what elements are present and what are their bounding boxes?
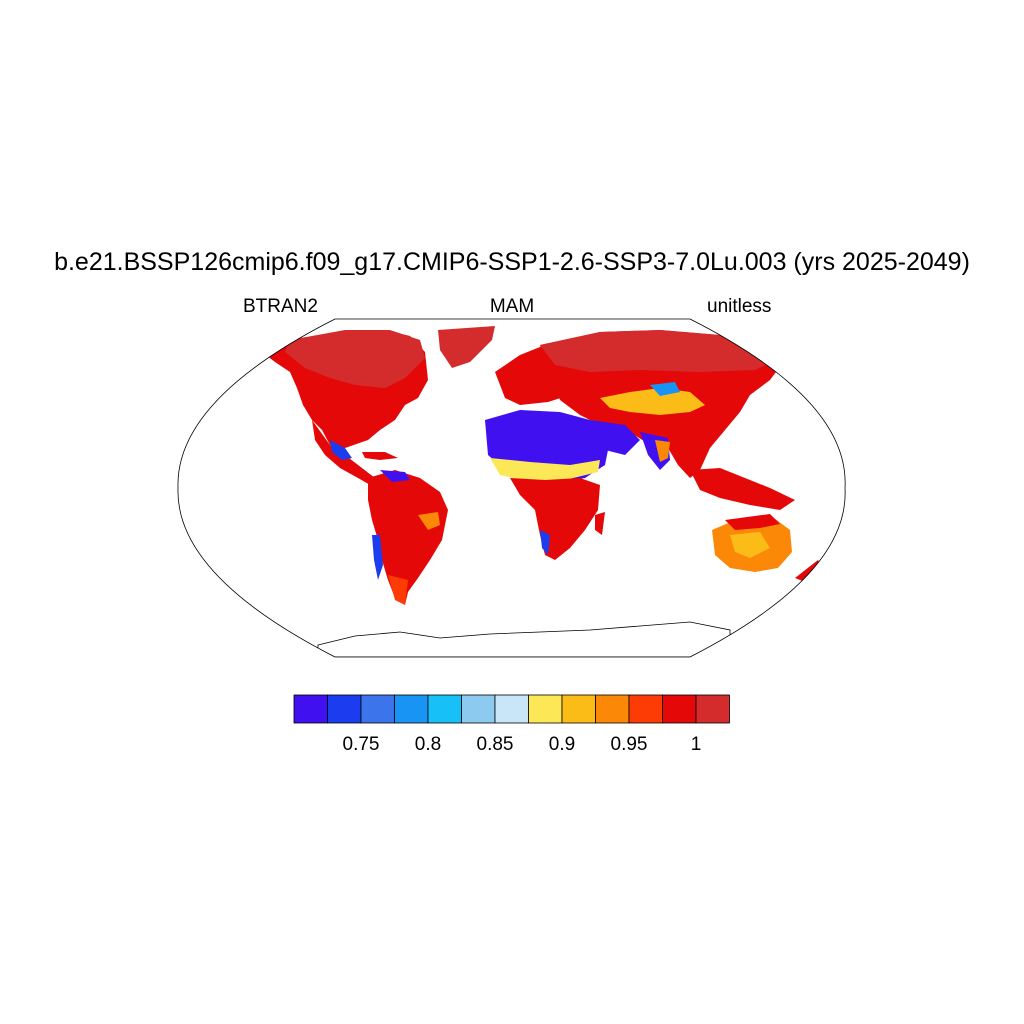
colorbar-tick-label: 0.95 [611,734,648,755]
colorbar-tick-label: 0.9 [549,734,575,755]
colorbar-tick-label: 1 [691,734,702,755]
colorbar-swatch [628,694,663,724]
south-america-dry-west [372,535,383,580]
colorbar-tick-label: 0.75 [343,734,380,755]
south-america-dry-north [380,470,410,482]
canada-arctic [285,330,425,388]
season-label: MAM [489,296,535,317]
siberia-land [540,330,780,372]
central-asia-dry [600,388,705,415]
sahel-transition [490,458,600,482]
colorbar-swatch [461,694,496,724]
colorbar-swatch [394,694,429,724]
colorbar-swatch [695,694,730,724]
colorbar-swatch [528,694,563,724]
colorbar-swatch [595,694,630,724]
colorbar-tick-label: 0.85 [477,734,514,755]
units-label: unitless [707,296,772,317]
colorbar-swatch [561,694,596,724]
southeast-asia-land [690,468,795,510]
south-america-dry-east [418,512,440,530]
map-title: b.e21.BSSP126cmip6.f09_g17.CMIP6-SSP1-2.… [54,248,970,276]
australia-dry [730,532,770,558]
map-boundary [177,318,846,658]
southern-africa-dry [540,530,550,555]
colorbar-swatch [360,694,395,724]
africa-south-land [510,478,600,560]
greenland-land [438,326,495,368]
antarctica-outline [317,621,731,657]
madagascar-land [595,512,605,535]
south-america-land [368,470,448,605]
variable-label: BTRAN2 [243,296,318,317]
patagonia-land [388,575,408,605]
colorbar-swatch [494,694,529,724]
colorbar-swatch [427,694,462,724]
central-america-land [312,420,375,486]
australia-north [725,514,780,530]
central-america-dry [330,440,352,460]
caribbean-islands [362,452,398,460]
colorbar-swatch [293,694,328,724]
colorbar-swatch [662,694,697,724]
india-land [655,440,670,462]
colorbar-swatch [327,694,362,724]
new-zealand-land [795,560,822,582]
mongolia-dry [650,382,680,396]
colorbar-tick-label: 0.8 [415,734,441,755]
